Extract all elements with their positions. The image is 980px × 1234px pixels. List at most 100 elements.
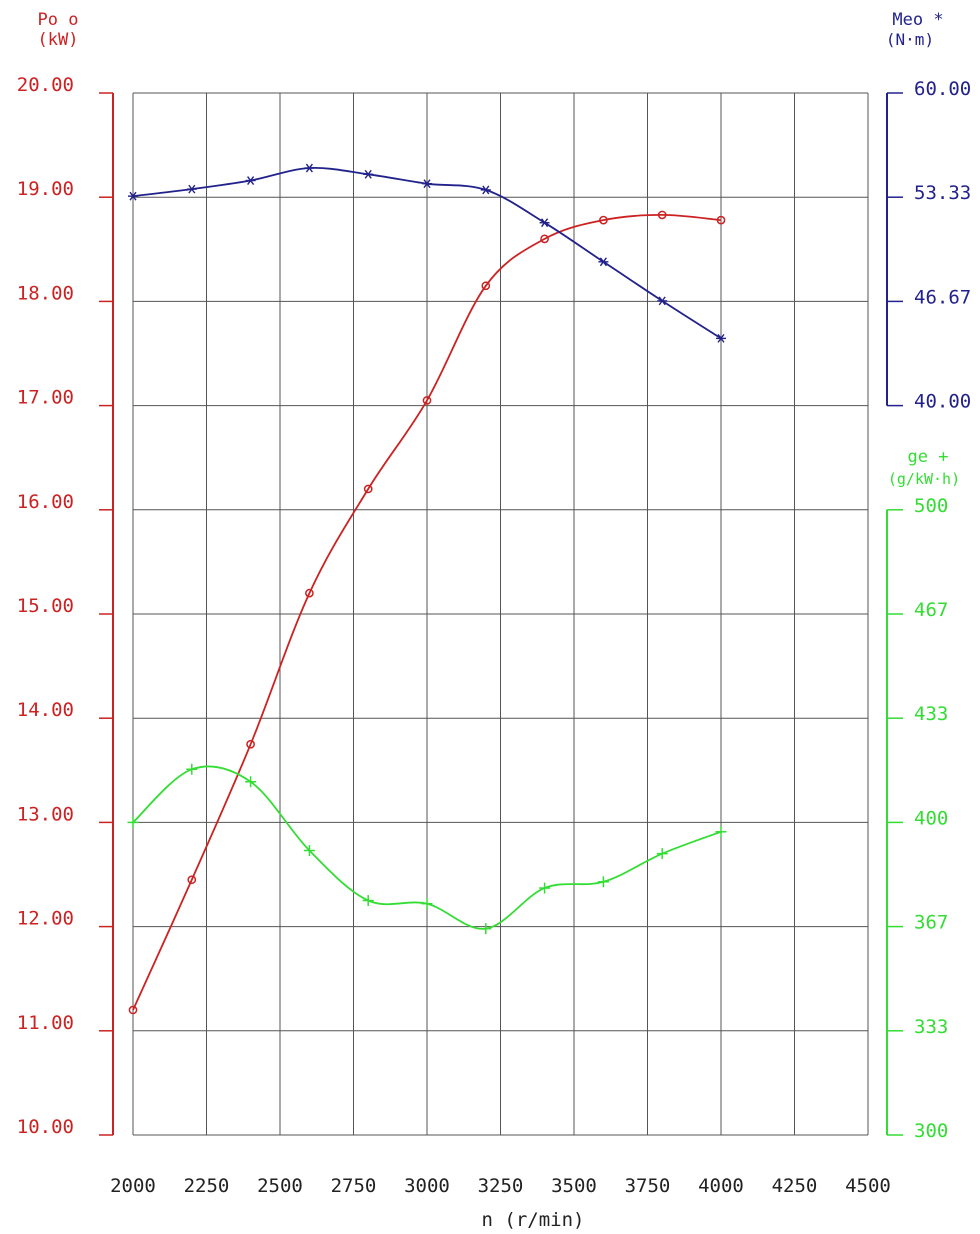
star-marker-stroke [658, 296, 666, 306]
meo-data-point [363, 169, 374, 179]
circle-marker [657, 210, 667, 220]
ge-data-point [421, 898, 433, 910]
right-bottom-tick-label: 333 [914, 1016, 948, 1038]
x-tick-label: 2250 [184, 1175, 230, 1197]
po-data-point [305, 588, 314, 598]
po-data-point [246, 739, 255, 749]
star-marker-stroke [423, 179, 431, 189]
x-axis-title: n (r/min) [482, 1209, 585, 1231]
meo-series-line [132, 166, 722, 340]
x-tick-label: 3750 [625, 1175, 671, 1197]
star-marker-stroke [364, 169, 372, 179]
right-top-axis-title-line2: (N·m) [886, 30, 934, 49]
left-axis-title-line2: (kW) [38, 30, 79, 50]
axis-labels: Po o (kW) Meo * (N·m) ge + (g/kW·h) n (r… [38, 10, 961, 1231]
po-data-point [363, 484, 373, 494]
meo-data-point [480, 185, 491, 195]
ge-data-point [715, 826, 727, 838]
x-tick-label: 4500 [845, 1175, 891, 1197]
po-data-point [657, 210, 667, 220]
po-data-point [481, 281, 491, 291]
left-tick-label: 19.00 [17, 178, 74, 200]
circle-marker [363, 484, 373, 494]
left-axis-title-line1: Po o [38, 10, 79, 30]
right-top-axis-title-line1: Meo * [892, 10, 943, 30]
right-top-tick-label: 46.67 [914, 286, 971, 308]
meo-data-point [304, 163, 315, 173]
right-top-tick-label: 53.33 [914, 182, 971, 204]
left-tick-label: 16.00 [17, 491, 74, 513]
grid [132, 92, 869, 1136]
x-tick-label: 3000 [404, 1175, 450, 1197]
right-bottom-tick-label: 433 [914, 703, 948, 725]
star-marker-stroke [129, 191, 137, 201]
x-tick-label: 3250 [478, 1175, 524, 1197]
ge-data-point [539, 882, 551, 894]
right-bottom-axis-title-line1: ge + [908, 447, 949, 467]
right-bottom-tick-label: 400 [914, 807, 948, 829]
star-marker-stroke [599, 257, 607, 267]
star-marker-stroke [482, 185, 490, 195]
circle-marker [422, 396, 432, 405]
left-tick-label: 15.00 [17, 595, 74, 617]
po-series-line [132, 213, 722, 1011]
x-tick-label: 4000 [698, 1175, 744, 1197]
star-marker-stroke [305, 163, 313, 173]
left-tick-label: 12.00 [17, 908, 74, 930]
right-bottom-tick-label: 467 [914, 599, 948, 621]
star-marker-stroke [247, 176, 255, 185]
circle-marker [128, 1005, 138, 1015]
right-bottom-tick-label: 300 [914, 1120, 948, 1142]
ge-data-point [245, 776, 257, 788]
po-data-point [540, 234, 549, 244]
circle-marker [540, 234, 549, 244]
ge-data-point [186, 763, 198, 775]
po-data-point [599, 215, 608, 225]
meo-data-point [716, 333, 726, 343]
ge-data-point [127, 816, 139, 828]
axes: 2000 2250 2500 2750 3000 3250 3500 3750 4000 4250… [17, 74, 971, 1197]
star-marker-stroke [188, 184, 196, 194]
circle-marker [599, 215, 608, 225]
meo-data-point [245, 176, 256, 185]
meo-data-point [657, 296, 668, 306]
circle-marker [716, 215, 726, 225]
left-tick-label: 13.00 [17, 803, 74, 825]
ge-data-point [480, 923, 492, 935]
meo-data-point [422, 179, 432, 189]
ge-data-point [656, 848, 668, 860]
right-bottom-tick-label: 500 [914, 495, 948, 517]
right-top-tick-label: 40.00 [914, 391, 971, 413]
left-tick-label: 11.00 [17, 1012, 74, 1034]
circle-marker [246, 739, 255, 749]
po-data-point [716, 215, 726, 225]
x-tick-label: 2750 [331, 1175, 377, 1197]
meo-data-point [598, 257, 609, 267]
star-marker-stroke [541, 218, 549, 228]
ge-data-point [303, 845, 315, 857]
right-bottom-axis-title-line2: (g/kW·h) [888, 470, 960, 488]
ge-data-point [597, 876, 609, 888]
po-data-point [422, 396, 432, 405]
left-tick-label: 20.00 [17, 74, 74, 96]
circle-marker [481, 281, 491, 291]
x-tick-label: 3500 [551, 1175, 597, 1197]
meo-data-point [539, 218, 550, 228]
x-tick-label: 4250 [772, 1175, 818, 1197]
right-bottom-tick-label: 367 [914, 912, 948, 934]
x-tick-label: 2500 [257, 1175, 303, 1197]
series [127, 163, 727, 1015]
meo-data-point [128, 191, 138, 201]
circle-marker [187, 875, 197, 885]
left-tick-label: 10.00 [17, 1116, 74, 1138]
x-tick-label: 2000 [110, 1175, 156, 1197]
left-tick-label: 18.00 [17, 282, 74, 304]
right-top-tick-label: 60.00 [914, 78, 971, 100]
meo-data-point [186, 184, 197, 194]
po-data-point [187, 875, 197, 885]
star-marker-stroke [717, 333, 725, 343]
ge-data-point [362, 895, 374, 907]
circle-marker [305, 588, 314, 598]
po-data-point [128, 1005, 138, 1015]
